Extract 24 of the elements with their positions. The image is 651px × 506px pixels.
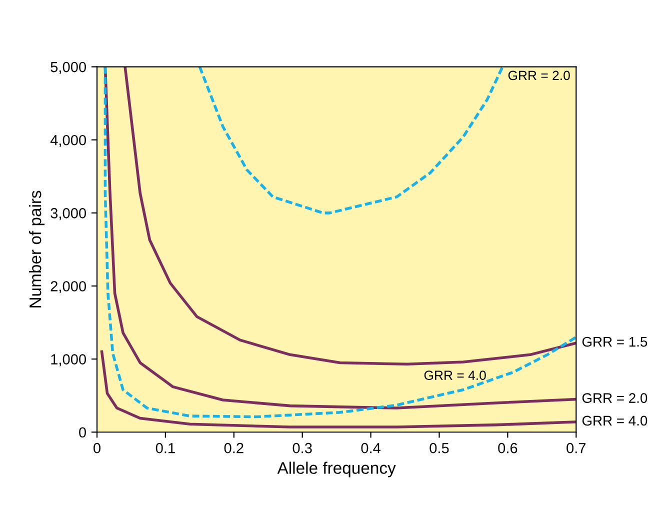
x-tick-label: 0.4: [361, 442, 380, 454]
y-tick-label: 0: [79, 427, 86, 438]
y-tick-label: 2,000: [50, 281, 86, 294]
x-tick-label: 0.2: [224, 442, 244, 454]
y-tick-label: 5,000: [50, 62, 86, 74]
y-axis-title: Number of pairs: [29, 190, 45, 308]
x-tick-label: 0.3: [292, 442, 312, 454]
x-tick-label: 0.6: [498, 442, 518, 454]
annotation: GRR = 4.0: [424, 370, 486, 380]
y-tick-label: 1,000: [51, 354, 86, 366]
y-tick-label: 3,000: [50, 208, 86, 220]
annotation: GRR = 1.5: [582, 336, 648, 347]
x-tick-label: 0: [94, 442, 100, 454]
x-tick-label: 0.1: [156, 442, 175, 454]
annotation: GRR = 2.0: [508, 70, 570, 80]
y-tick-label: 4,000: [50, 134, 86, 148]
x-axis-title: Allele frequency: [277, 462, 396, 478]
line-series: [100, 350, 576, 428]
annotation: GRR = 4.0: [582, 416, 648, 426]
line-series: [124, 66, 576, 366]
line-series: [198, 66, 504, 214]
x-tick-label: 0.5: [430, 442, 449, 454]
x-tick-label: 0.7: [566, 442, 586, 454]
annotation: GRR = 2.0: [582, 393, 648, 403]
